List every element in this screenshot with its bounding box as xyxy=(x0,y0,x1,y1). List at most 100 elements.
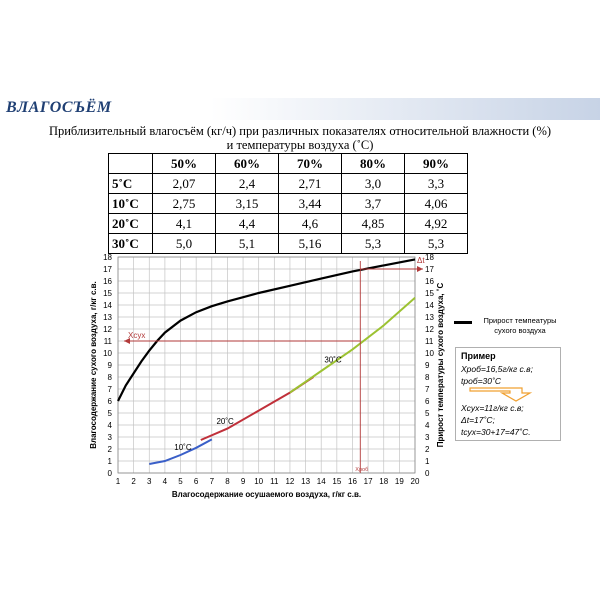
chart-series xyxy=(117,258,416,465)
table-cell: 3,3 xyxy=(404,173,468,194)
y-tick-label-left: 8 xyxy=(108,373,113,382)
y-tick-label-right: 1 xyxy=(425,457,430,466)
y-tick-label-left: 2 xyxy=(108,445,113,454)
x-tick-label: 17 xyxy=(364,477,373,486)
row-label: 30˚С xyxy=(108,233,153,254)
x-tick-label: 19 xyxy=(395,477,404,486)
y-tick-label-right: 11 xyxy=(425,337,434,346)
col-header: 90% xyxy=(404,153,468,174)
y-tick-label-left: 18 xyxy=(103,253,112,262)
example-line: tсух=30+17=47˚С. xyxy=(461,427,531,437)
example-guides xyxy=(124,261,423,473)
y-tick-label-left: 15 xyxy=(103,289,112,298)
dehumidification-table: 50% 60% 70% 80% 90% 5˚С 2,07 2,4 2,71 3,… xyxy=(108,153,468,254)
example-box: Пример Xроб=16,5г/кг с.в; tроб=30˚С Xсух… xyxy=(455,347,561,441)
example-line: Xсух=11г/кг с.в; xyxy=(461,403,524,413)
table-cell: 4,1 xyxy=(152,213,216,234)
y-tick-label-right: 5 xyxy=(425,409,430,418)
y-tick-label-left: 9 xyxy=(108,361,113,370)
example-line: Xроб=16,5г/кг с.в; xyxy=(461,364,533,374)
example-line: Δt=17˚С; xyxy=(461,415,495,425)
y-tick-label-left: 6 xyxy=(108,397,113,406)
table-row: 30˚С 5,0 5,1 5,16 5,3 5,3 xyxy=(108,233,468,254)
x-tick-label: 1 xyxy=(116,477,121,486)
table-cell: 3,44 xyxy=(278,193,342,214)
y-tick-label-right: 16 xyxy=(425,277,434,286)
arrow-right-icon xyxy=(417,266,423,272)
caption-line-2: и температуры воздуха (˚С) xyxy=(226,138,374,152)
series-line xyxy=(200,376,314,441)
x-tick-label: 18 xyxy=(379,477,388,486)
label-10c: 10˚С xyxy=(174,443,192,452)
label-xcyx: Xсух xyxy=(128,331,145,340)
x-tick-label: 7 xyxy=(210,477,215,486)
y-tick-label-right: 4 xyxy=(425,421,430,430)
col-header: 70% xyxy=(278,153,342,174)
x-tick-label: 9 xyxy=(241,477,246,486)
series-line xyxy=(117,258,416,402)
y-tick-label-right: 7 xyxy=(425,385,430,394)
table-row: 5˚С 2,07 2,4 2,71 3,0 3,3 xyxy=(108,173,468,194)
example-title: Пример xyxy=(461,351,496,361)
table-cell: 5,3 xyxy=(404,233,468,254)
x-tick-label: 20 xyxy=(411,477,420,486)
x-tick-label: 12 xyxy=(285,477,294,486)
x-tick-label: 6 xyxy=(194,477,199,486)
y-tick-label-right: 18 xyxy=(425,253,434,262)
table-cell: 2,75 xyxy=(152,193,216,214)
x-tick-label: 15 xyxy=(332,477,341,486)
y-tick-label-right: 0 xyxy=(425,469,430,478)
page-title: ВЛАГОСЪЁМ xyxy=(6,99,112,116)
y-tick-label-left: 11 xyxy=(104,337,113,346)
legend-label: Прирост темпеатуры сухого воздуха xyxy=(483,316,557,335)
x-tick-label: 10 xyxy=(254,477,263,486)
x-tick-label: 5 xyxy=(178,477,183,486)
y-tick-label-right: 2 xyxy=(425,445,430,454)
legend-swatch xyxy=(454,321,472,324)
x-tick-label: 2 xyxy=(131,477,136,486)
y-tick-label-left: 13 xyxy=(103,313,112,322)
y-tick-label-right: 14 xyxy=(425,301,434,310)
table-cell: 5,3 xyxy=(341,233,405,254)
chart-labels: Влагосодержание осушаемого воздуха, г/кг… xyxy=(89,256,445,499)
x-tick-label: 13 xyxy=(301,477,310,486)
col-header: 60% xyxy=(215,153,279,174)
plot-frame xyxy=(117,256,416,474)
table-cell: 5,0 xyxy=(152,233,216,254)
series-line xyxy=(289,297,416,394)
table-row: 20˚С 4,1 4,4 4,6 4,85 4,92 xyxy=(108,213,468,234)
arrow-left-icon xyxy=(124,338,130,344)
x-tick-label: 16 xyxy=(348,477,357,486)
y-tick-label-right: 13 xyxy=(425,313,434,322)
x-tick-label: 3 xyxy=(147,477,152,486)
x-tick-label: 11 xyxy=(270,477,279,486)
label-30c: 30˚С xyxy=(324,356,342,365)
table-cell: 3,7 xyxy=(341,193,405,214)
y-tick-label-left: 14 xyxy=(103,301,112,310)
y-tick-label-left: 10 xyxy=(103,349,112,358)
table-cell: 4,6 xyxy=(278,213,342,234)
y-tick-label-right: 3 xyxy=(425,433,430,442)
caption-line-1: Приблизительный влагосъём (кг/ч) при раз… xyxy=(48,124,552,138)
y-tick-label-left: 4 xyxy=(108,421,113,430)
y-tick-label-right: 10 xyxy=(425,349,434,358)
y-tick-label-left: 0 xyxy=(108,469,113,478)
label-xpob: Xроб xyxy=(355,467,368,473)
x-tick-label: 14 xyxy=(317,477,326,486)
y-axis-label-left: Влагосодержание сухого воздуха, г/кг с.в… xyxy=(89,281,98,449)
table-row: 10˚С 2,75 3,15 3,44 3,7 4,06 xyxy=(108,193,468,214)
label-dt: Δt xyxy=(417,256,425,265)
y-tick-label-left: 12 xyxy=(103,325,112,334)
y-tick-label-right: 17 xyxy=(425,265,434,274)
chart-ticks: 1 2 3 4 5 6 7 8 9 10 11 12 13 14 15 16 17 18 19 200 01 12 23 34… xyxy=(103,253,434,486)
y-axis-label-right: Прирост температуры сухого воздуха, ˚С xyxy=(436,283,445,448)
y-tick-label-right: 6 xyxy=(425,397,430,406)
table-header-row: 50% 60% 70% 80% 90% xyxy=(108,153,468,174)
x-tick-label: 4 xyxy=(163,477,168,486)
table-cell: 2,07 xyxy=(152,173,216,194)
y-tick-label-right: 8 xyxy=(425,373,430,382)
label-20c: 20˚С xyxy=(216,417,234,426)
arrow-down-icon xyxy=(469,387,533,402)
header-banner xyxy=(0,98,600,120)
